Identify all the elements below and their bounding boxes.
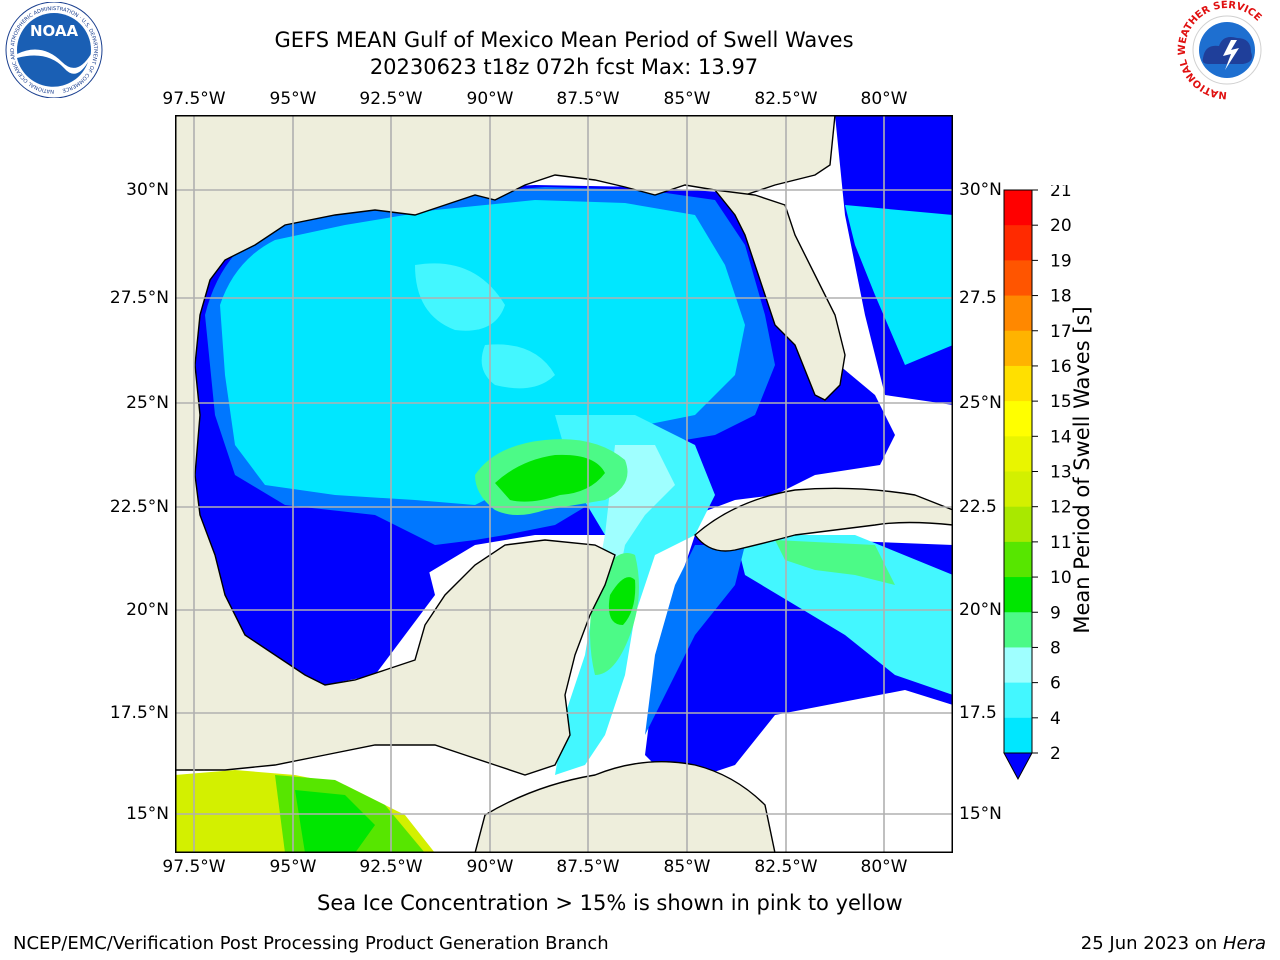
region-period-11 (495, 454, 605, 502)
land (175, 115, 953, 853)
lon-label-top: 85°W (663, 89, 711, 109)
lat-label-left: 25°N (126, 393, 169, 413)
chart-title: GEFS MEAN Gulf of Mexico Mean Period of … (274, 28, 854, 52)
region-period-8 (481, 344, 555, 389)
lon-label-top: 80°W (860, 89, 908, 109)
lon-label-bottom: 80°W (860, 857, 908, 877)
colorbar-swatch (1004, 401, 1032, 437)
colorbar-swatch (1004, 225, 1032, 261)
lon-label-top: 95°W (269, 89, 317, 109)
footer-date-text: 25 Jun 2023 on (1080, 933, 1223, 954)
colorbar-swatch (1004, 471, 1032, 508)
region-period-4 (645, 545, 745, 735)
colorbar-tick-label: 14 (1050, 427, 1072, 447)
swell-period-field (175, 115, 953, 853)
colorbar-tick-label: 11 (1050, 533, 1072, 553)
lat-label-right: 25°N (959, 393, 1002, 413)
colorbar-swatch (1004, 541, 1032, 578)
colorbar-swatch (1004, 260, 1032, 297)
lat-label-left: 22.5°N (109, 497, 169, 517)
lon-label-bottom: 92.5°W (359, 857, 423, 877)
region-period-8 (735, 535, 953, 695)
chart-subtitle: 20230623 t18z 072h fcst Max: 13.97 (369, 55, 759, 79)
colorbar-swatch (1004, 682, 1032, 719)
colorbar-swatch (1004, 295, 1032, 332)
lon-label-top: 82.5°W (754, 89, 818, 109)
gulf-map (175, 115, 953, 853)
colorbar-tick-label: 20 (1050, 216, 1072, 236)
lon-label-bottom: 85°W (663, 857, 711, 877)
lat-label-right: 22.5 (959, 497, 997, 517)
lon-label-top: 87.5°W (556, 89, 620, 109)
colorbar-swatch (1004, 330, 1032, 367)
lat-label-left: 17.5°N (109, 703, 169, 723)
colorbar-swatch (1004, 647, 1032, 684)
noaa-logo-text: NOAA (30, 22, 79, 40)
colorbar-tick-label: 10 (1050, 568, 1072, 588)
colorbar-tick-label: 21 (1050, 185, 1072, 201)
colorbar-tick-label: 16 (1050, 357, 1072, 377)
lat-label-right: 30°N (959, 180, 1002, 200)
lon-label-top: 92.5°W (359, 89, 423, 109)
colorbar-swatches (1003, 189, 1033, 781)
region-period-2 (215, 505, 435, 685)
colorbar: 2 4 6 8 9 10 11 12 13 14 15 16 17 18 19 20 21 (1003, 185, 1072, 781)
region-period-8 (415, 263, 505, 331)
colorbar-tick-label: 13 (1050, 463, 1072, 483)
colorbar-tick-label: 17 (1050, 322, 1072, 342)
colorbar-ticks: 2 4 6 8 9 10 11 12 13 14 15 16 17 18 19 20 21 (1032, 185, 1072, 764)
colorbar-tick-label: 2 (1050, 744, 1061, 764)
lon-label-bottom: 95°W (269, 857, 317, 877)
colorbar-swatch (1004, 436, 1032, 472)
region-period-11 (295, 790, 375, 853)
colorbar-tick-label: 4 (1050, 709, 1061, 729)
sea-ice-note: Sea Ice Concentration > 15% is shown in … (317, 891, 903, 915)
colorbar-tick-label: 9 (1050, 603, 1061, 623)
graticule (175, 115, 953, 853)
colorbar-swatch (1004, 190, 1032, 226)
lat-label-right: 17.5 (959, 703, 997, 723)
colorbar-swatch (1004, 577, 1032, 613)
colorbar-tick-label: 18 (1050, 287, 1072, 307)
noaa-logo: NOAA NATIONAL OCEANIC AND ATMOSPHERIC AD… (5, 2, 103, 98)
colorbar-swatch (1004, 365, 1032, 402)
region-period-6 (845, 205, 953, 365)
lon-label-bottom: 87.5°W (556, 857, 620, 877)
region-period-11 (608, 577, 636, 625)
lat-label-left: 27.5°N (109, 288, 169, 308)
lat-label-left: 30°N (126, 180, 169, 200)
colorbar-tick-label: 8 (1050, 638, 1061, 658)
lat-label-left: 15°N (126, 804, 169, 824)
footer-host: Hera (1222, 933, 1266, 954)
colorbar-extension (1003, 752, 1033, 781)
lon-label-top: 90°W (466, 89, 514, 109)
colorbar-swatch (1004, 717, 1032, 754)
lat-label-right: 20°N (959, 600, 1002, 620)
colorbar-title: Mean Period of Swell Waves [s] (1070, 306, 1094, 634)
colorbar-tick-label: 6 (1050, 674, 1061, 694)
colorbar-tick-label: 12 (1050, 498, 1072, 518)
lat-label-left: 20°N (126, 600, 169, 620)
colorbar-tick-label: 19 (1050, 251, 1072, 271)
region-period-10 (775, 540, 895, 585)
lon-label-top: 97.5°W (162, 89, 226, 109)
colorbar-swatch (1004, 612, 1032, 648)
nws-logo: NATIONAL WEATHER SERVICE (1177, 0, 1275, 100)
colorbar-tick-label: 15 (1050, 392, 1072, 412)
lat-label-right: 15°N (959, 804, 1002, 824)
footer-credit: NCEP/EMC/Verification Post Processing Pr… (13, 933, 609, 954)
lat-label-right: 27.5 (959, 288, 997, 308)
colorbar-swatch (1004, 506, 1032, 543)
lon-label-bottom: 90°W (466, 857, 514, 877)
footer-date: 25 Jun 2023 on Hera (1081, 933, 1266, 955)
lon-label-bottom: 82.5°W (754, 857, 818, 877)
lon-label-bottom: 97.5°W (162, 857, 226, 877)
